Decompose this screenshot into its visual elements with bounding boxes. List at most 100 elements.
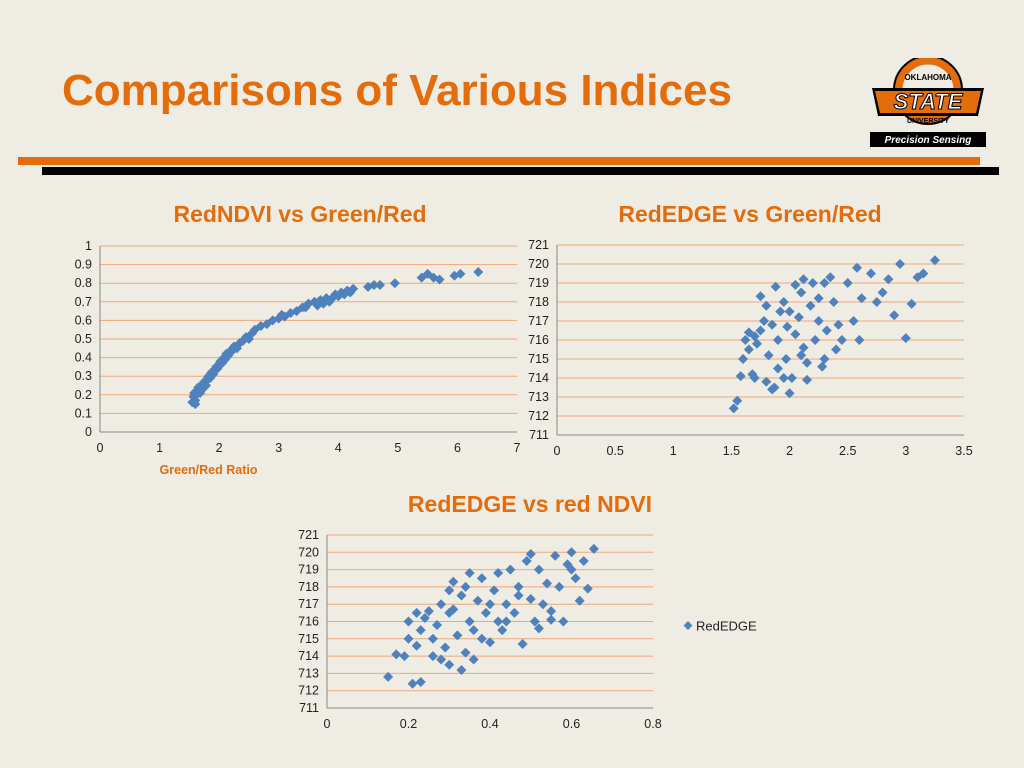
chart3-point: [529, 616, 540, 627]
chart2-y-tick: 714: [528, 371, 549, 385]
chart2-point: [763, 350, 774, 361]
chart3-point: [440, 642, 451, 653]
chart2-point: [732, 395, 743, 406]
chart1-y-tick: 0.2: [75, 388, 92, 402]
chart2-point: [772, 335, 783, 345]
chart2-point: [831, 344, 842, 355]
chart2-point: [871, 297, 882, 307]
chart2-point: [798, 342, 809, 353]
chart3-point: [399, 651, 410, 662]
chart2-point: [865, 268, 876, 279]
chart2-y-tick: 717: [528, 314, 549, 328]
chart3-point: [558, 616, 569, 627]
chart3-point: [546, 606, 557, 617]
chart3-point: [485, 637, 495, 648]
chart1-point: [473, 267, 484, 278]
chart3-point: [423, 606, 434, 617]
chart2-point: [790, 329, 801, 340]
chart2-point: [761, 376, 772, 387]
chart3-point: [517, 638, 528, 649]
logo-top-text: OKLAHOMA: [904, 73, 951, 82]
chart3-y-tick: 720: [298, 545, 319, 559]
chart3-point: [570, 573, 581, 584]
chart3-point: [501, 599, 512, 610]
chart1-x-tick: 2: [216, 441, 223, 455]
chart2-x-tick: 1: [670, 444, 677, 458]
chart2-point: [810, 335, 821, 345]
chart2-y-tick: 721: [528, 238, 549, 252]
chart3-point: [419, 613, 430, 624]
chart3-point: [525, 549, 536, 560]
chart2-point: [852, 262, 863, 273]
chart2-point: [755, 325, 766, 336]
chart3-point: [489, 585, 500, 596]
chart2-point: [758, 316, 769, 326]
chart3-point: [578, 555, 589, 566]
chart3-point: [542, 578, 553, 589]
chart1-point: [389, 278, 400, 289]
chart3-y-tick: 711: [299, 701, 319, 715]
chart1-point: [455, 268, 466, 279]
chart2-point: [793, 312, 804, 323]
chart1-x-tick: 3: [275, 441, 282, 455]
chart2-y-tick: 711: [529, 428, 549, 442]
logo-main-text: STATE: [894, 89, 964, 114]
chart2-point: [813, 293, 824, 304]
chart2-point: [761, 300, 772, 311]
chart2-y-tick: 716: [528, 333, 549, 347]
chart2-x-tick: 0: [554, 444, 561, 458]
chart3-point: [464, 568, 475, 579]
chart1-y-tick: 0.1: [75, 406, 92, 420]
chart2-y-tick: 719: [528, 276, 549, 290]
divider-black: [42, 167, 999, 175]
chart2-point: [786, 373, 797, 383]
chart1-point: [374, 280, 385, 291]
chart2-point: [825, 272, 836, 283]
chart2-point: [728, 403, 739, 414]
chart2-y-tick: 713: [528, 390, 549, 404]
chart2-point: [767, 319, 778, 330]
chart2-point: [842, 278, 853, 288]
chart3-point: [497, 625, 508, 636]
chart2-point: [828, 297, 839, 307]
chart2-point: [784, 388, 795, 399]
chart2-point: [877, 287, 888, 298]
chart3-point: [403, 616, 414, 627]
chart2-point: [856, 293, 867, 304]
chart3-point: [472, 595, 483, 606]
chart3-point: [415, 677, 426, 688]
chart3-point: [427, 633, 438, 644]
chart1-point: [369, 280, 380, 291]
chart2-y-tick: 720: [528, 257, 549, 271]
chart2-point: [798, 274, 809, 285]
chart1-x-tick: 4: [335, 441, 342, 455]
chart3-y-tick: 713: [298, 666, 319, 680]
chart2-point: [895, 259, 906, 269]
chart2-point: [738, 354, 749, 364]
chart1-y-tick: 0.6: [75, 313, 92, 327]
chart3-x-tick: 0.4: [481, 717, 498, 731]
divider-orange: [18, 157, 980, 165]
chart3-point: [505, 564, 516, 575]
chart3-point: [566, 564, 577, 575]
chart3-point: [436, 599, 447, 610]
chart2-point: [906, 298, 917, 309]
chart3-point: [476, 633, 487, 644]
chart2-point: [929, 255, 940, 266]
chart3-point: [448, 604, 459, 615]
chart1-x-tick: 6: [454, 441, 461, 455]
chart2-point: [883, 274, 894, 285]
chart3-point: [493, 616, 504, 627]
chart2-point: [848, 316, 859, 326]
chart3-point: [513, 581, 524, 592]
chart2-point: [784, 306, 795, 317]
chart1-y-tick: 0.7: [75, 295, 92, 309]
chart3-point: [513, 590, 524, 601]
chart3-title: RedEDGE vs red NDVI: [407, 491, 653, 517]
chart1-x-label: Green/Red Ratio: [160, 463, 258, 477]
chart1-y-tick: 0.8: [75, 276, 92, 290]
chart1-y-tick: 0.9: [75, 258, 92, 272]
chart2-point: [889, 310, 900, 321]
chart2-x-tick: 1.5: [723, 444, 740, 458]
chart2-y-tick: 718: [528, 295, 549, 309]
